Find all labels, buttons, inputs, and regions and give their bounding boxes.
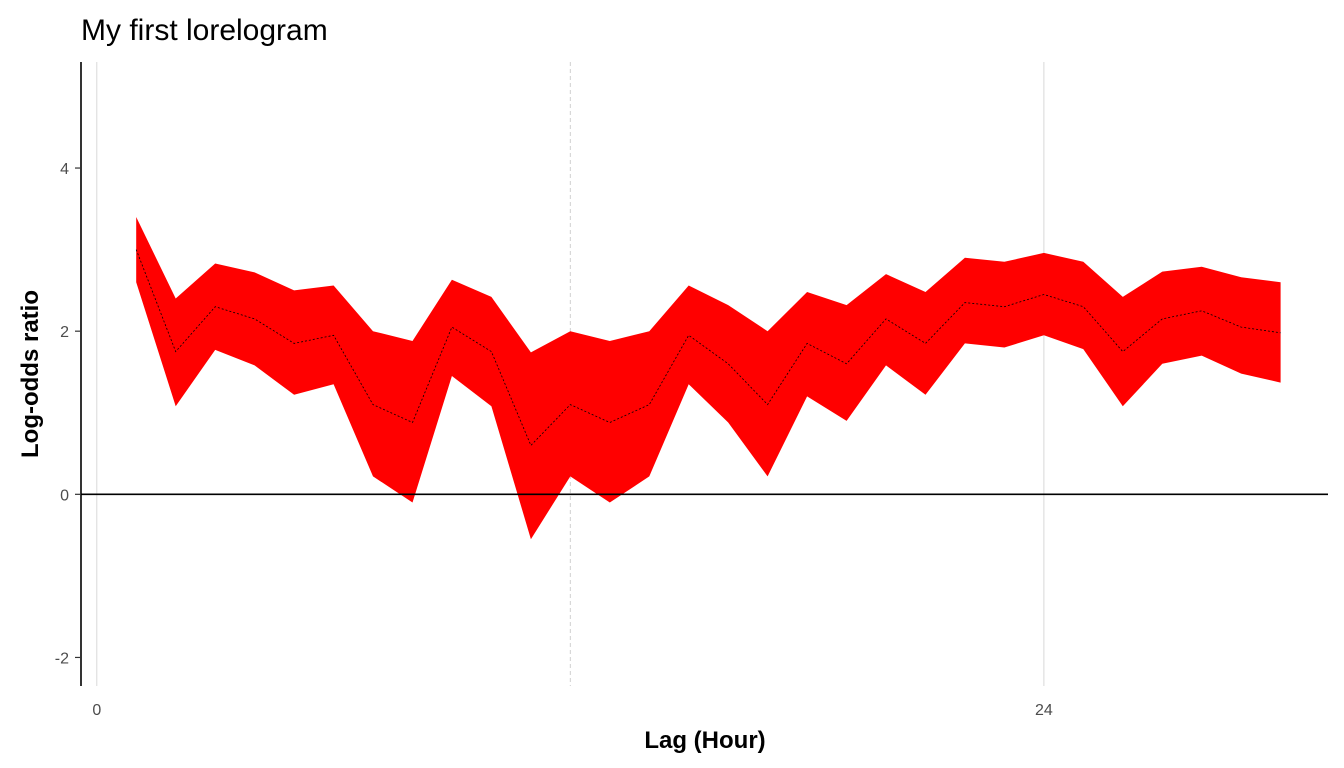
y-tick-label-0: 0: [60, 487, 69, 504]
y-tick-label--2: -2: [55, 650, 69, 667]
estimate-line-path: [135, 249, 1281, 447]
axes: [75, 62, 1328, 686]
y-tick-label-2: 2: [60, 324, 69, 341]
x-tick-label-0: 0: [92, 702, 101, 719]
chart-title: My first lorelogram: [81, 14, 328, 47]
x-axis-title: Lag (Hour): [644, 727, 765, 754]
confidence-band-area: [136, 217, 1281, 540]
y-axis-title: Log-odds ratio: [17, 290, 44, 458]
confidence-band: [136, 217, 1281, 540]
y-tick-label-4: 4: [60, 161, 69, 178]
x-tick-label-24: 24: [1035, 702, 1053, 719]
estimate-line: [135, 249, 1281, 447]
